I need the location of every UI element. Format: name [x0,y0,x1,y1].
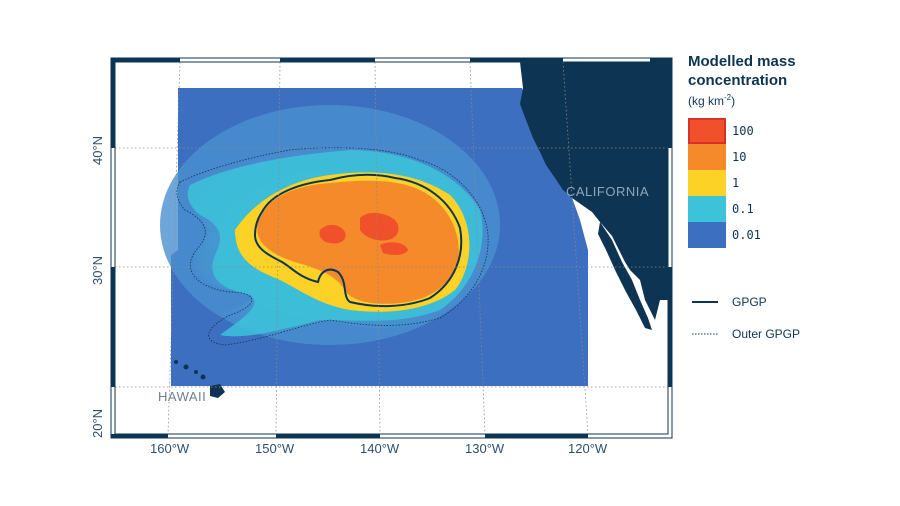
graticule [115,61,668,435]
legend-gpgp-label: GPGP [732,295,767,309]
lon-label-150w: 150°W [255,441,295,456]
lon-label-140w: 140°W [360,441,400,456]
lon-label-160w: 160°W [150,441,190,456]
lat-label-40n: 40°N [90,135,105,165]
legend-swatch-10 [688,144,726,170]
legend-outer-gpgp-label: Outer GPGP [732,327,801,341]
concentration-zone-10 [257,180,459,304]
legend-swatch-1 [688,170,726,196]
concentration-zone-100-a [360,212,399,241]
concentration-zone-100-c [380,242,408,255]
lat-label-20n: 20°N [90,408,105,438]
legend-value-10: 10 [732,150,747,164]
map-frame [110,57,673,439]
legend-swatch-0.1 [688,196,726,222]
legend-value-0.01: 0.01 [732,228,761,242]
outer-gpgp-contour [176,147,489,346]
lat-label-30n: 30°N [90,255,105,285]
legend-unit: (kg km-2) [688,93,736,108]
legend-title: Modelled mass concentration [688,53,796,89]
lon-label-130w: 130°W [465,441,505,456]
hawaii-islands [174,360,225,398]
place-label-hawaii: HAWAII [158,389,207,404]
concentration-zone-100-b [319,224,346,244]
place-label-california: CALIFORNIA [566,184,650,199]
gpgp-contour [253,173,463,308]
legend-value-100: 100 [732,124,754,138]
legend-swatch-0.01 [688,222,726,248]
california-landmass [520,62,668,320]
legend-swatch-100 [688,118,726,144]
legend-value-1: 1 [732,176,740,190]
lon-label-120w: 120°W [568,441,608,456]
legend-value-0.1: 0.1 [732,202,754,216]
baja-peninsula [598,222,652,330]
